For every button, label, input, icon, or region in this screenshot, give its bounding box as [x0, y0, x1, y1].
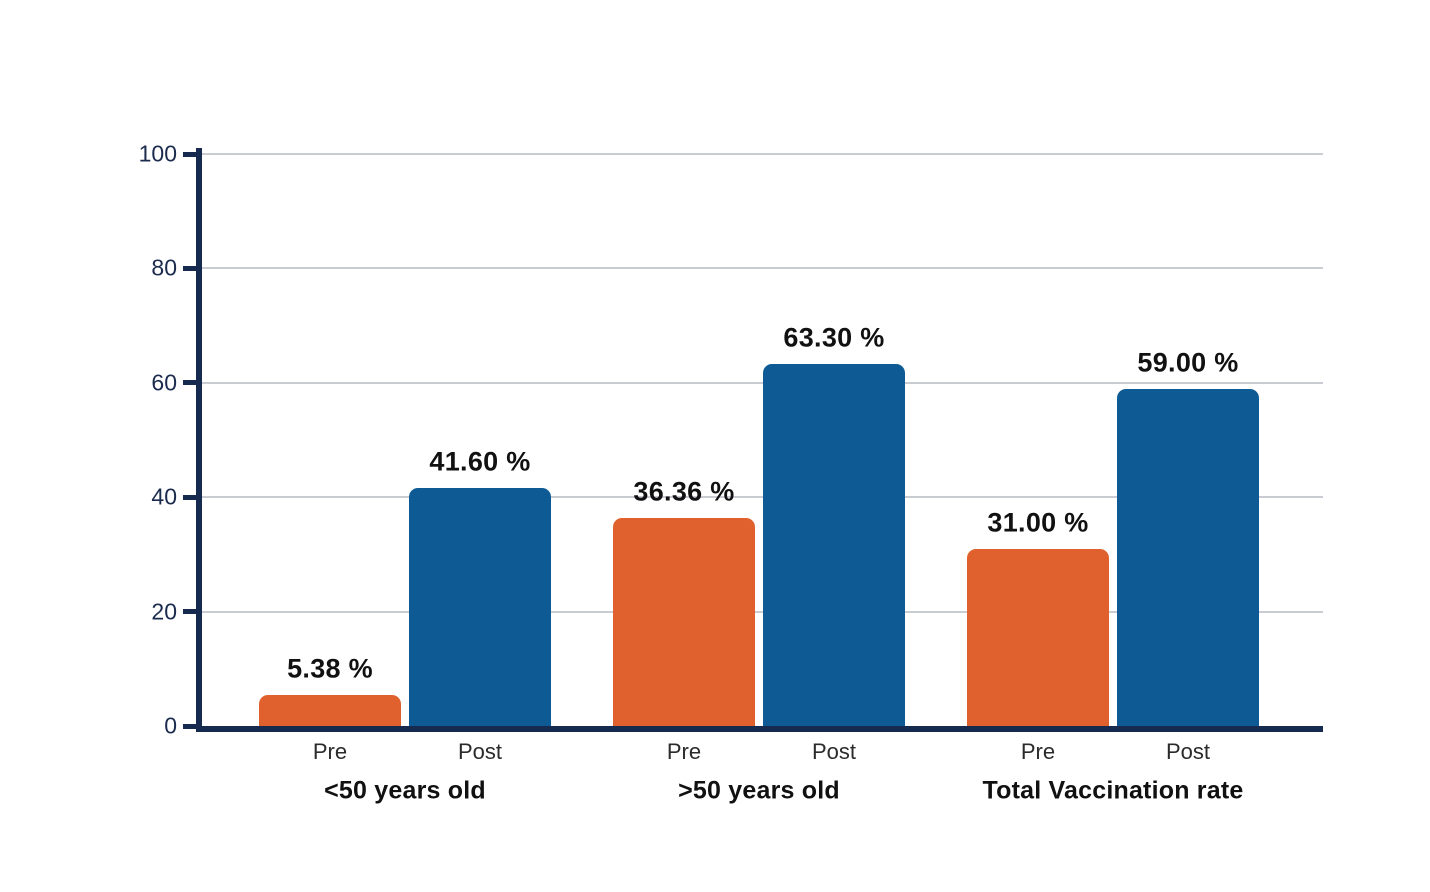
y-tick-label-20: 20	[151, 598, 177, 625]
y-tick-0	[183, 723, 196, 729]
x-label-pre-group3: Pre	[1020, 739, 1056, 764]
gridline-80	[202, 267, 1323, 270]
x-label-post-group2: Post	[811, 739, 857, 764]
gridline-40	[202, 496, 1323, 499]
x-label-pre-group1: Pre	[312, 739, 348, 764]
value-label-post-group2: 63.30 %	[783, 322, 885, 353]
bar-pre-group2	[613, 518, 755, 726]
x-label-post-group3: Post	[1165, 739, 1211, 764]
bar-pre-group1	[259, 695, 401, 726]
gridline-60	[202, 381, 1323, 384]
y-tick-label-80: 80	[151, 254, 177, 281]
bar-pre-group3	[967, 548, 1109, 726]
x-label-pre-group2: Pre	[666, 739, 702, 764]
value-label-post-group1: 41.60 %	[429, 446, 531, 477]
y-tick-20	[183, 609, 196, 615]
gridline-100	[202, 153, 1323, 155]
y-tick-100	[183, 151, 196, 157]
category-label-group3: Total Vaccination rate	[982, 776, 1244, 805]
y-axis-line	[196, 148, 202, 732]
x-axis-line	[196, 726, 1323, 732]
bar-post-group1	[409, 488, 551, 726]
category-label-group1: <50 years old	[324, 776, 486, 805]
bar-post-group3	[1117, 388, 1259, 726]
y-tick-80	[183, 265, 196, 271]
y-tick-label-40: 40	[151, 483, 177, 510]
bar-post-group2	[763, 363, 905, 726]
value-label-pre-group3: 31.00 %	[987, 507, 1089, 538]
y-tick-label-60: 60	[151, 369, 177, 396]
y-tick-60	[183, 380, 196, 386]
value-label-pre-group1: 5.38 %	[287, 653, 373, 684]
x-label-post-group1: Post	[457, 739, 503, 764]
category-label-group2: >50 years old	[678, 776, 840, 805]
y-tick-label-100: 100	[138, 140, 177, 167]
y-tick-40	[183, 494, 196, 500]
value-label-post-group3: 59.00 %	[1137, 347, 1239, 378]
value-label-pre-group2: 36.36 %	[633, 476, 735, 507]
y-tick-label-0: 0	[164, 712, 177, 739]
gridline-20	[202, 610, 1323, 613]
